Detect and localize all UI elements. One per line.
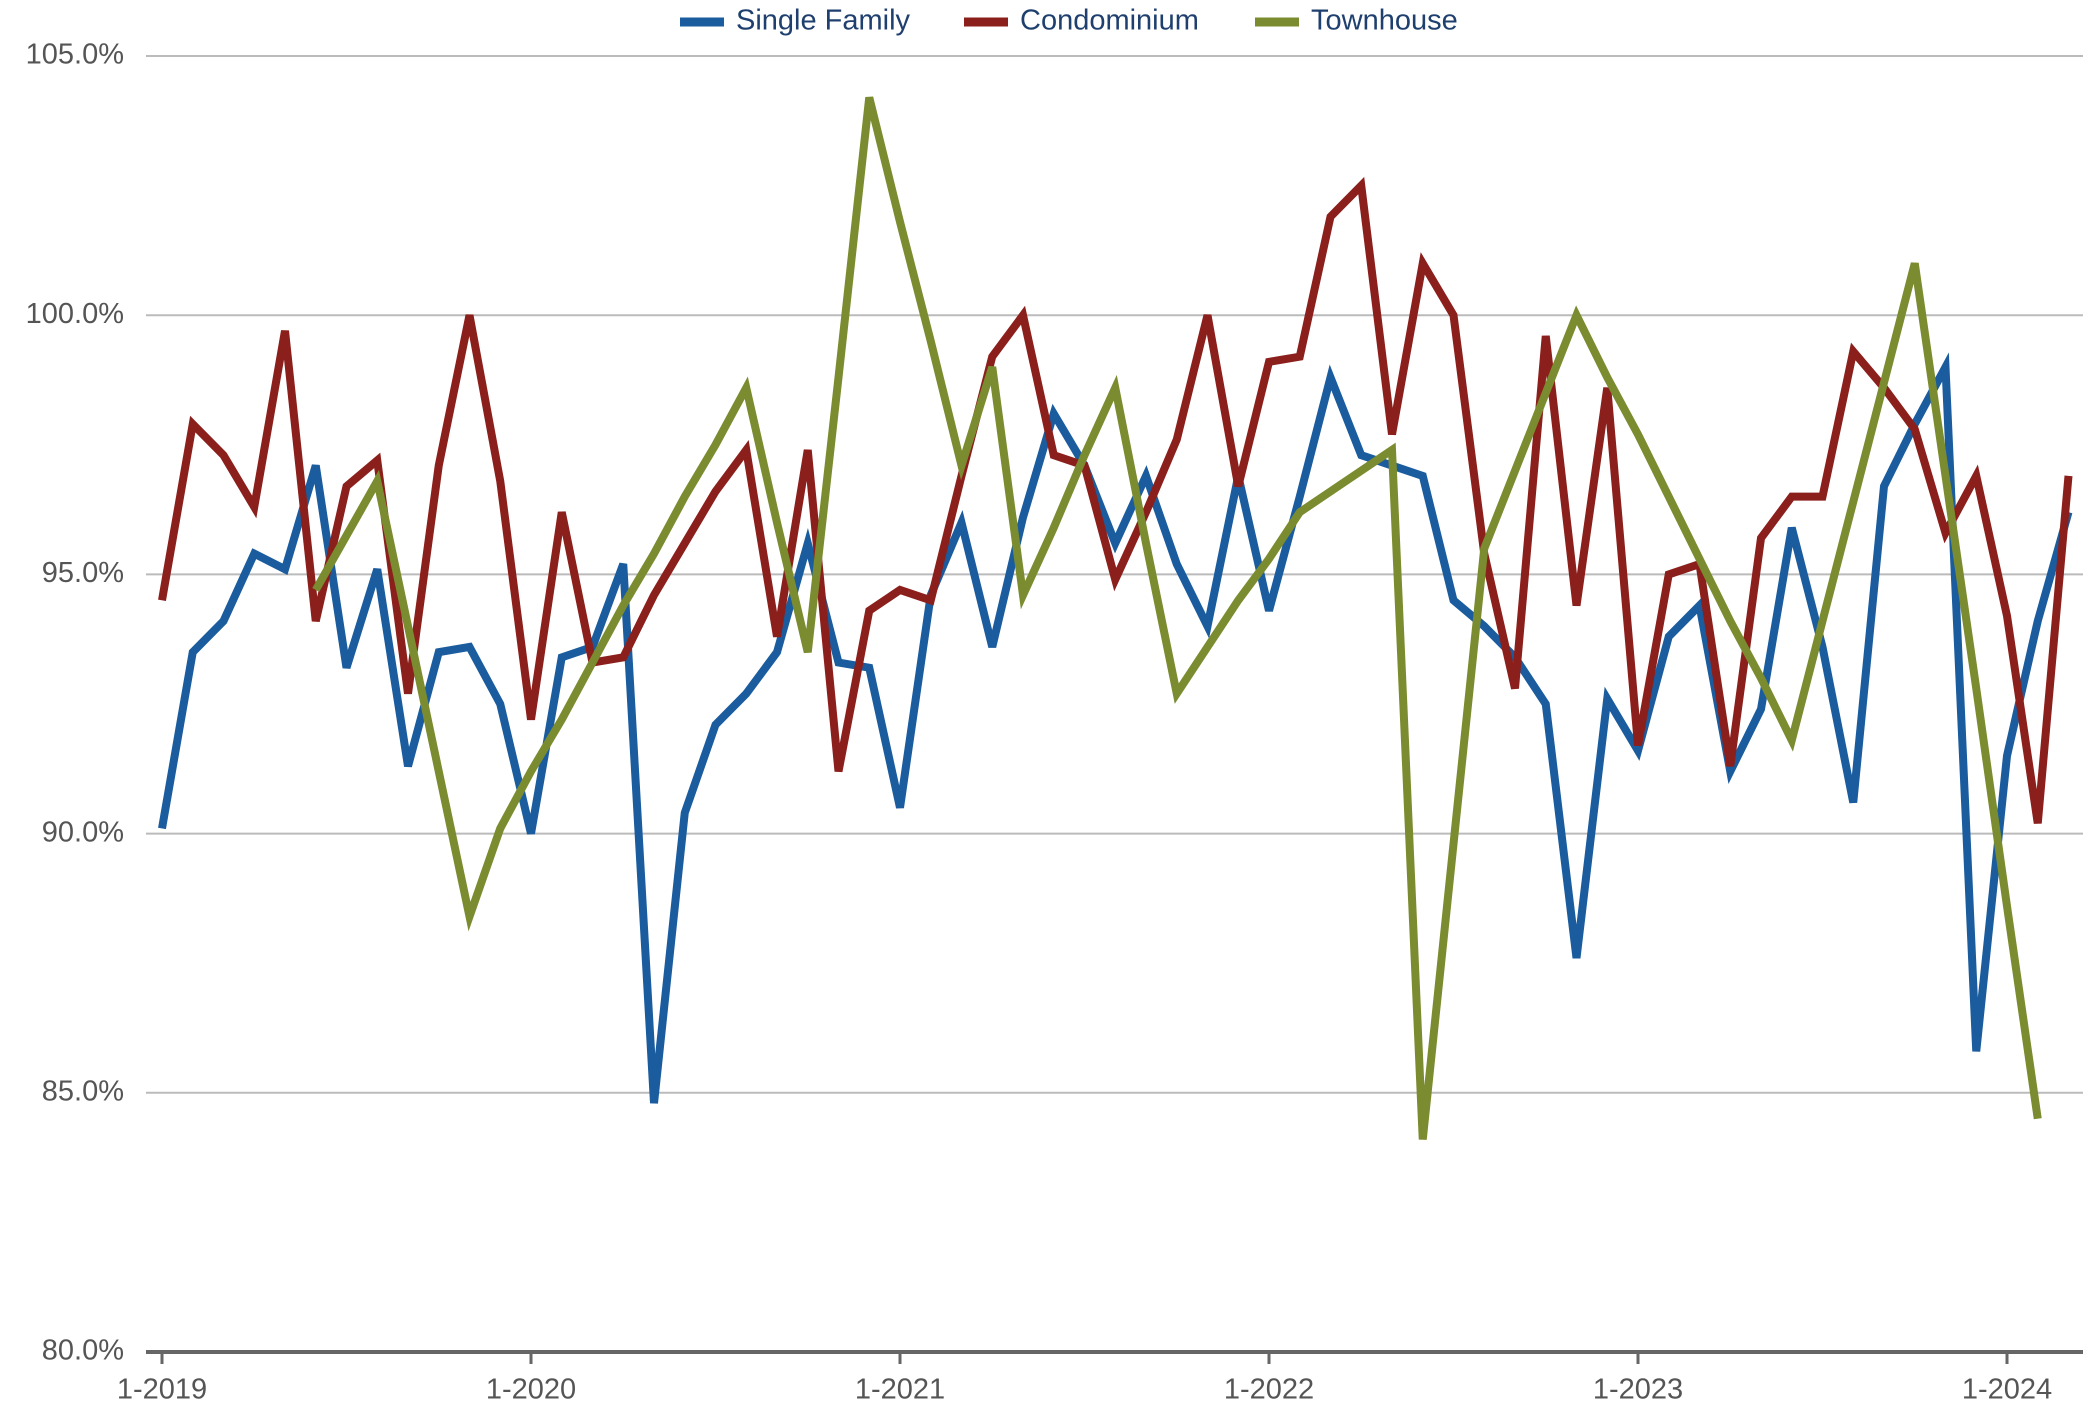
y-tick-label: 100.0% <box>26 298 124 330</box>
y-tick-label: 80.0% <box>42 1335 124 1367</box>
series-line <box>158 176 2073 824</box>
x-tick-label: 1-2024 <box>1962 1374 2052 1406</box>
x-tick-label: 1-2022 <box>1224 1374 1314 1406</box>
x-tick-label: 1-2020 <box>486 1374 576 1406</box>
series-line <box>158 352 2073 1104</box>
legend-label: Condominium <box>1020 5 1199 37</box>
legend-label: Single Family <box>736 5 911 37</box>
y-tick-label: 90.0% <box>42 816 124 848</box>
x-tick-label: 1-2023 <box>1593 1374 1683 1406</box>
legend-label: Townhouse <box>1311 5 1458 37</box>
series-line <box>312 96 2042 1140</box>
y-tick-label: 95.0% <box>42 557 124 589</box>
x-tick-label: 1-2021 <box>855 1374 945 1406</box>
y-tick-label: 85.0% <box>42 1075 124 1107</box>
y-tick-label: 105.0% <box>26 39 124 71</box>
x-tick-label: 1-2019 <box>117 1374 207 1406</box>
